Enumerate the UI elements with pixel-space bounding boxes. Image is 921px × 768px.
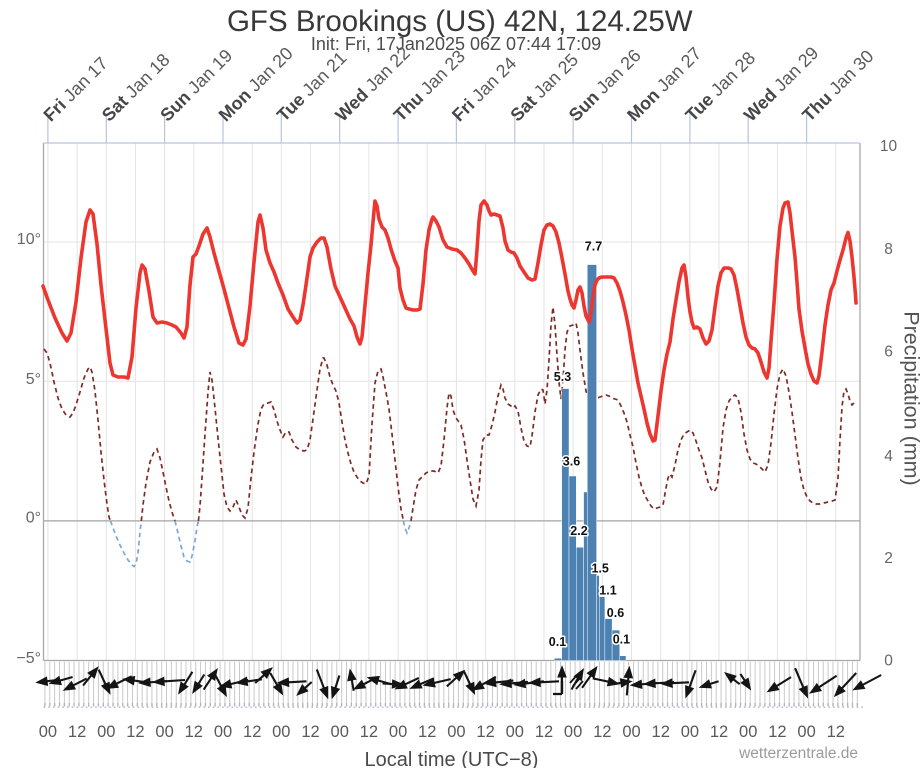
svg-text:00: 00	[214, 723, 232, 741]
svg-text:12: 12	[68, 723, 86, 741]
svg-text:00: 00	[797, 723, 815, 741]
svg-text:00: 00	[739, 723, 757, 741]
svg-text:12: 12	[710, 723, 728, 741]
svg-text:6: 6	[884, 344, 893, 361]
svg-text:12: 12	[768, 723, 786, 741]
svg-text:2: 2	[884, 550, 893, 567]
svg-text:00: 00	[447, 723, 465, 741]
svg-text:12: 12	[476, 723, 494, 741]
svg-text:00: 00	[97, 723, 115, 741]
svg-text:12: 12	[301, 723, 319, 741]
svg-text:00: 00	[622, 723, 640, 741]
svg-text:12: 12	[185, 723, 203, 741]
svg-text:00: 00	[272, 723, 290, 741]
svg-text:12: 12	[593, 723, 611, 741]
svg-text:0: 0	[884, 653, 893, 670]
svg-text:10°: 10°	[17, 231, 41, 248]
svg-text:12: 12	[535, 723, 553, 741]
svg-text:0°: 0°	[26, 510, 41, 527]
svg-text:00: 00	[331, 723, 349, 741]
svg-text:12: 12	[126, 723, 144, 741]
svg-text:wetterzentrale.de: wetterzentrale.de	[738, 745, 858, 762]
svg-text:7.7: 7.7	[585, 239, 602, 253]
svg-text:00: 00	[681, 723, 699, 741]
svg-text:00: 00	[564, 723, 582, 741]
svg-text:1.1: 1.1	[599, 583, 616, 597]
svg-text:00: 00	[39, 723, 57, 741]
svg-text:00: 00	[389, 723, 407, 741]
svg-text:0.1: 0.1	[613, 633, 630, 647]
svg-text:12: 12	[652, 723, 670, 741]
svg-text:0.1: 0.1	[549, 635, 566, 649]
svg-text:2.2: 2.2	[570, 524, 587, 538]
svg-text:12: 12	[360, 723, 378, 741]
svg-text:Local time (UTC−8): Local time (UTC−8)	[365, 749, 539, 768]
svg-text:00: 00	[155, 723, 173, 741]
svg-text:00: 00	[506, 723, 524, 741]
svg-text:−5°: −5°	[16, 650, 41, 667]
svg-text:10: 10	[880, 138, 898, 155]
svg-text:Init: Fri, 17Jan2025 06Z 07:44: Init: Fri, 17Jan2025 06Z 07:44 17:09	[311, 34, 601, 54]
svg-text:0.6: 0.6	[607, 606, 624, 620]
svg-text:12: 12	[243, 723, 261, 741]
svg-text:12: 12	[827, 723, 845, 741]
svg-text:4: 4	[884, 448, 893, 465]
svg-text:3.6: 3.6	[563, 454, 580, 468]
svg-text:12: 12	[418, 723, 436, 741]
svg-text:Precipitation (mm): Precipitation (mm)	[900, 311, 921, 485]
svg-text:1.5: 1.5	[592, 562, 609, 576]
svg-text:8: 8	[884, 241, 893, 258]
svg-text:5°: 5°	[26, 371, 41, 388]
svg-text:GFS Brookings (US) 42N, 124.25: GFS Brookings (US) 42N, 124.25W	[227, 5, 693, 38]
svg-text:5.3: 5.3	[554, 370, 571, 384]
